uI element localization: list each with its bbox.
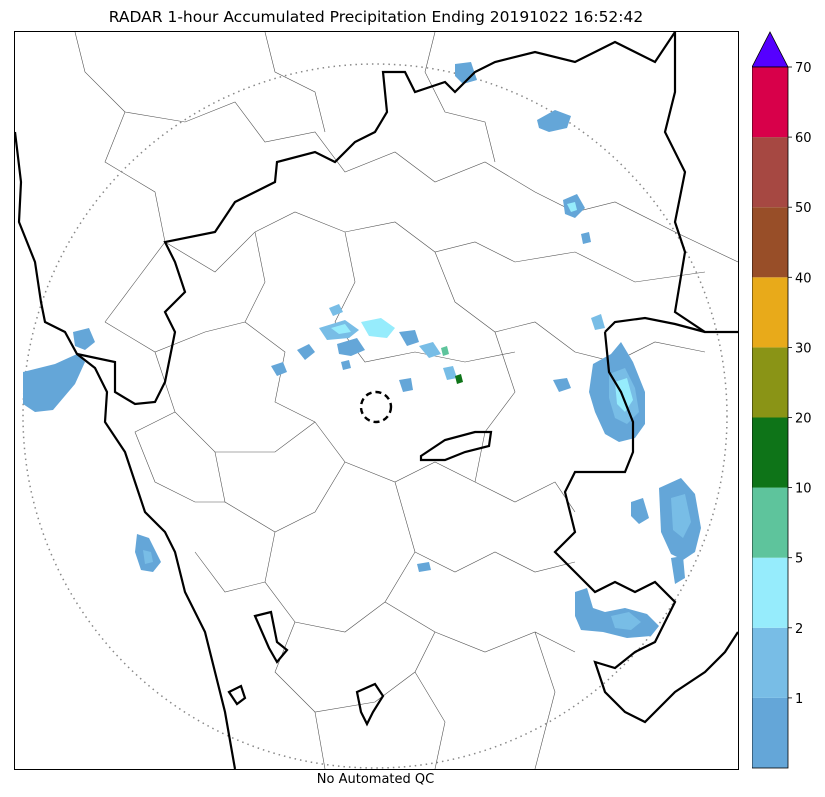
colorbar-segment <box>752 487 788 558</box>
colorbar-tick-label: 70 <box>795 61 812 76</box>
precipitation-echoes <box>23 62 701 638</box>
colorbar-segment <box>752 557 788 628</box>
colorbar-tick-label: 60 <box>795 131 812 146</box>
colorbar-tick-label: 2 <box>795 622 803 637</box>
colorbar-tick-label: 20 <box>795 412 812 427</box>
colorbar-tick-label: 30 <box>795 341 812 356</box>
colorbar-tick-label: 5 <box>795 552 803 567</box>
colorbar-segment <box>752 67 788 138</box>
radar-map[interactable] <box>14 31 739 770</box>
colorbar-segment <box>752 627 788 698</box>
range-ring <box>22 63 728 769</box>
colorbar-tick-label: 40 <box>795 271 812 286</box>
colorbar-segment <box>752 417 788 488</box>
district-boundaries <box>74 32 738 769</box>
colorbar-segment <box>752 347 788 418</box>
state-boundaries <box>15 32 738 769</box>
colorbar-segment <box>752 207 788 278</box>
colorbar-tick-label: 1 <box>795 692 803 707</box>
colorbar-segment <box>752 137 788 208</box>
precipitation-colorbar: 1 2 5 10 20 30 40 50 60 70 <box>752 30 822 770</box>
qc-status-label: No Automated QC <box>316 772 435 787</box>
map-canvas <box>15 32 738 769</box>
colorbar-canvas: 1 2 5 10 20 30 40 50 60 70 <box>752 31 812 769</box>
colorbar-overflow-arrow <box>752 31 789 68</box>
chart-title: RADAR 1-hour Accumulated Precipitation E… <box>108 8 644 26</box>
colorbar-segment <box>752 277 788 348</box>
radar-site-marker <box>359 390 393 424</box>
colorbar-segment <box>752 697 788 768</box>
colorbar-tick-label: 10 <box>795 482 812 497</box>
colorbar-tick-label: 50 <box>795 201 812 216</box>
